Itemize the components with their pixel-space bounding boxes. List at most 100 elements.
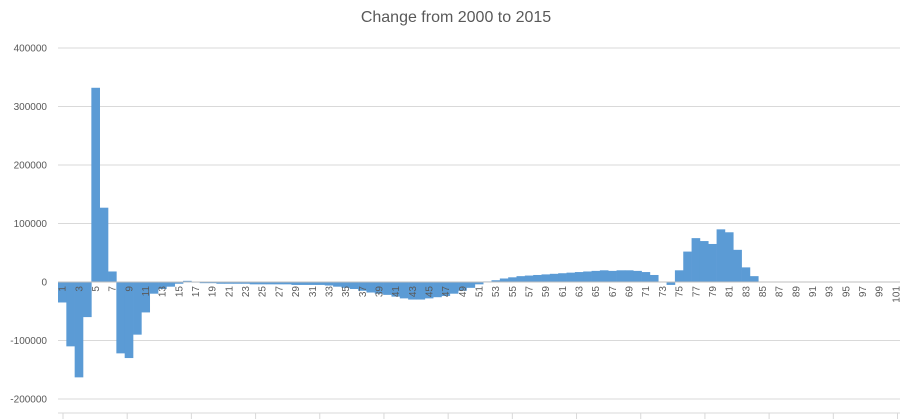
bar-63 xyxy=(574,272,584,282)
bar-3 xyxy=(74,282,84,378)
bar-2 xyxy=(66,282,75,347)
bar-60 xyxy=(549,273,559,282)
x-tick-label: 61 xyxy=(558,286,569,298)
x-tick-label: 87 xyxy=(775,286,786,298)
bar-32 xyxy=(316,282,326,285)
bar-35 xyxy=(341,282,351,288)
chart-title: Change from 2000 to 2015 xyxy=(360,9,552,26)
bar-47 xyxy=(441,282,451,297)
bar-38 xyxy=(366,282,376,293)
bar-74 xyxy=(666,282,676,285)
bar-28 xyxy=(283,282,292,285)
bar-37 xyxy=(358,282,367,291)
x-tick-label: 23 xyxy=(241,286,252,298)
bar-81 xyxy=(724,232,734,282)
bar-12 xyxy=(149,282,159,294)
y-tick-label: -100000 xyxy=(10,336,47,347)
x-tick-label: 5 xyxy=(91,286,102,292)
bar-7 xyxy=(108,271,117,282)
x-tick-label: 1 xyxy=(58,286,69,292)
y-tick-label: 100000 xyxy=(14,219,48,230)
bar-14 xyxy=(166,282,176,287)
bar-34 xyxy=(333,282,342,287)
bar-83 xyxy=(741,267,751,283)
bar-62 xyxy=(566,272,576,282)
y-axis-tick-labels: -200000 -100000 0 100000 200000 300000 400000 xyxy=(10,44,47,406)
x-tick-label: 85 xyxy=(758,286,769,298)
bar-58 xyxy=(533,274,542,282)
bar-48 xyxy=(449,282,459,294)
bar-30 xyxy=(299,282,309,285)
bar-46 xyxy=(433,282,442,298)
x-tick-label: 17 xyxy=(191,286,202,298)
bar-80 xyxy=(716,229,726,282)
bar-68 xyxy=(616,270,626,282)
x-tick-label: 91 xyxy=(808,286,819,298)
x-tick-label: 99 xyxy=(875,286,886,298)
bar-75 xyxy=(674,270,684,282)
bar-70 xyxy=(633,270,642,282)
x-tick-label: 63 xyxy=(575,286,586,298)
bar-11 xyxy=(141,282,151,313)
bar-9 xyxy=(124,282,134,359)
bar-53 xyxy=(491,280,501,282)
bar-56 xyxy=(516,276,526,282)
x-tick-label: 25 xyxy=(258,286,269,298)
x-tick-label: 41 xyxy=(391,286,402,298)
bar-6 xyxy=(99,207,109,282)
bar-23 xyxy=(241,282,251,284)
bar-49 xyxy=(458,282,467,291)
bar-76 xyxy=(683,251,692,282)
bar-16 xyxy=(183,280,192,282)
x-axis xyxy=(58,281,900,419)
gridlines xyxy=(58,47,900,400)
bar-84 xyxy=(749,276,759,282)
bar-71 xyxy=(641,272,651,282)
bar-59 xyxy=(541,274,551,282)
x-tick-label: 69 xyxy=(625,286,636,298)
bar-79 xyxy=(708,243,717,282)
bar-55 xyxy=(508,277,517,282)
bar-8 xyxy=(116,282,125,354)
x-tick-label: 71 xyxy=(641,286,652,298)
y-tick-label: 400000 xyxy=(14,44,48,55)
x-tick-label: 47 xyxy=(441,286,452,298)
bar-33 xyxy=(324,282,334,286)
bar-50 xyxy=(466,282,476,288)
x-tick-label: 37 xyxy=(358,286,369,298)
x-tick-label: 45 xyxy=(424,286,435,298)
y-tick-label: -200000 xyxy=(10,395,47,406)
bar-36 xyxy=(349,282,359,290)
x-tick-label: 21 xyxy=(224,286,235,298)
bar-26 xyxy=(266,282,276,285)
x-tick-label: 43 xyxy=(408,286,419,298)
bar-69 xyxy=(624,270,634,282)
y-tick-label: 200000 xyxy=(14,161,48,172)
bar-72 xyxy=(649,274,659,282)
x-tick-label: 39 xyxy=(374,286,385,298)
bar-77 xyxy=(691,238,701,283)
bar-10 xyxy=(133,282,142,335)
bar-13 xyxy=(158,282,167,290)
bar-54 xyxy=(499,278,509,282)
bar-19 xyxy=(208,282,217,284)
x-tick-label: 95 xyxy=(841,286,852,298)
bar-41 xyxy=(391,282,401,297)
x-tick-label: 73 xyxy=(658,286,669,298)
x-tick-label: 13 xyxy=(158,286,169,298)
x-tick-label: 33 xyxy=(324,286,335,298)
bar-21 xyxy=(224,282,234,284)
x-tick-label: 59 xyxy=(541,286,552,298)
x-tick-label: 67 xyxy=(608,286,619,298)
x-tick-label: 57 xyxy=(525,286,536,298)
x-tick-label: 65 xyxy=(591,286,602,298)
x-tick-label: 97 xyxy=(858,286,869,298)
bar-45 xyxy=(424,282,434,299)
x-tick-label: 75 xyxy=(675,286,686,298)
bar-51 xyxy=(474,282,484,285)
x-tick-label: 35 xyxy=(341,286,352,298)
bar-42 xyxy=(399,282,409,299)
bar-27 xyxy=(274,282,284,285)
y-tick-label: 300000 xyxy=(14,102,48,113)
